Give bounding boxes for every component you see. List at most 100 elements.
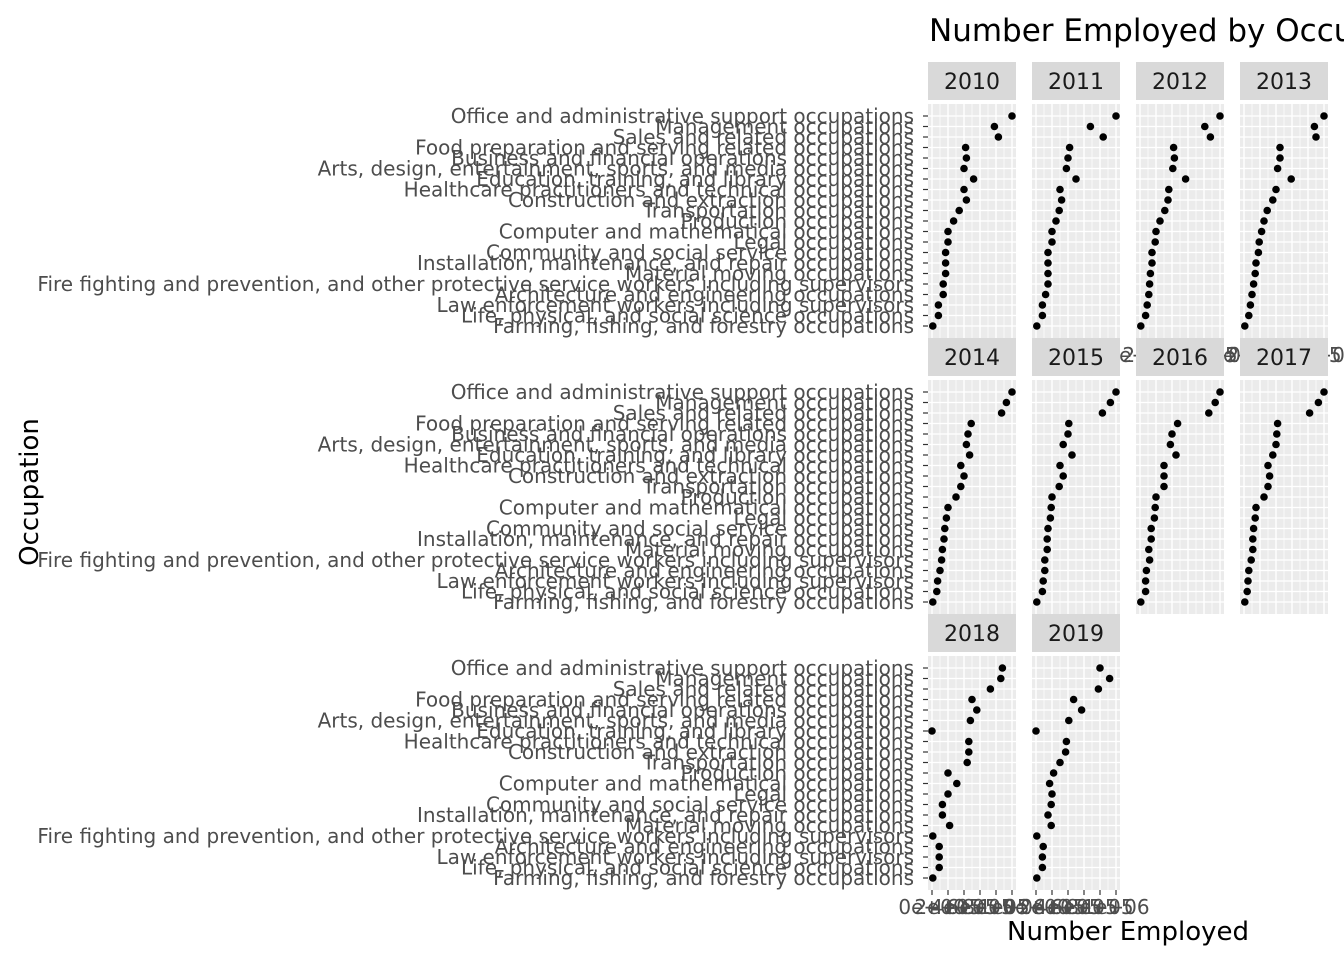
data-point	[1032, 727, 1040, 735]
y-tick-label: Computer and mathematical occupations	[499, 772, 914, 796]
facet-strip-label: 2016	[1152, 346, 1208, 371]
data-point	[1056, 758, 1064, 767]
data-point	[1059, 472, 1067, 480]
data-point	[960, 164, 968, 173]
y-tick-label: Material moving occupations	[625, 538, 914, 562]
y-tick-label: Farming, fishing, and forestry occupatio…	[493, 314, 914, 338]
data-point	[939, 280, 947, 288]
data-point	[1038, 301, 1047, 309]
data-point	[1047, 821, 1055, 830]
data-point	[1276, 143, 1284, 152]
data-point	[953, 779, 961, 788]
y-tick-label: Healthcare practitioners and technical o…	[404, 178, 914, 202]
data-point	[1038, 853, 1047, 861]
data-point	[1320, 388, 1328, 396]
y-tick-label: Fire fighting and prevention, and other …	[37, 824, 914, 848]
data-point	[965, 451, 974, 459]
data-point	[1059, 440, 1067, 449]
facet-strip-label: 2013	[1256, 70, 1312, 95]
data-point	[1312, 133, 1320, 141]
facet-panel-2015: 2015	[1032, 338, 1120, 614]
data-point	[1272, 185, 1280, 194]
y-axis-title: Occupation	[15, 418, 45, 566]
data-point	[1257, 227, 1266, 236]
data-point	[1038, 587, 1047, 596]
data-point	[1269, 196, 1277, 204]
data-point	[1141, 577, 1150, 585]
data-point	[940, 535, 948, 543]
y-tick-label: Fire fighting and prevention, and other …	[37, 272, 914, 296]
data-point	[1142, 566, 1151, 575]
y-tick-label: Installation, maintenance, and repair oc…	[417, 527, 914, 551]
data-point	[1147, 535, 1155, 543]
facet-strip-label: 2015	[1048, 346, 1104, 371]
data-point	[1077, 706, 1086, 714]
data-point	[1048, 493, 1056, 501]
data-point	[1173, 419, 1182, 428]
data-point	[960, 185, 968, 194]
facet-strip	[1032, 338, 1120, 376]
data-point	[1065, 716, 1073, 725]
data-point	[1170, 154, 1179, 162]
y-tick-label: Office and administrative support occupa…	[451, 104, 914, 128]
data-point	[1147, 524, 1155, 533]
chart-title: Number Employed by Occu	[929, 13, 1344, 49]
data-point	[1255, 238, 1263, 246]
y-tick-label: Business and financial operations occupa…	[451, 422, 914, 446]
x-tick-label: 4e+05	[1034, 895, 1101, 919]
y-tick-label: Life, physical, and social science occup…	[461, 580, 914, 604]
data-point	[1156, 217, 1164, 225]
data-point	[944, 790, 952, 798]
y-tick-label: Community and social service occupations	[486, 517, 914, 541]
data-point	[961, 143, 970, 152]
y-tick-label: Transportation occupations	[642, 475, 914, 499]
data-point	[965, 737, 973, 746]
data-point	[1065, 419, 1073, 428]
y-tick-label: Management occupations	[655, 115, 914, 139]
data-point	[1098, 409, 1107, 417]
data-point	[969, 175, 978, 183]
data-point	[1248, 290, 1256, 299]
x-tick-label: 6e+05	[946, 895, 1013, 919]
y-tick-label: Legal occupations	[733, 506, 914, 530]
data-point	[1168, 430, 1176, 438]
data-point	[1249, 280, 1258, 288]
y-tick-label: Management occupations	[655, 391, 914, 415]
data-point	[952, 493, 960, 501]
data-point	[1146, 269, 1155, 278]
data-point	[1172, 451, 1180, 459]
data-point	[1249, 535, 1257, 543]
data-point	[1056, 461, 1064, 470]
y-tick-label: Education, training, and library occupat…	[476, 167, 914, 191]
data-point	[1145, 290, 1153, 299]
data-point	[998, 664, 1007, 672]
data-point	[997, 674, 1005, 683]
y-tick-label: Education, training, and library occupat…	[476, 719, 914, 743]
data-point	[939, 290, 947, 299]
data-point	[973, 706, 981, 714]
y-tick-label: Production occupations	[681, 209, 914, 233]
data-point	[1064, 154, 1072, 162]
y-tick-label: Law enforcement workers including superv…	[436, 293, 914, 317]
data-point	[1201, 122, 1209, 131]
data-point	[1033, 874, 1041, 882]
data-point	[1181, 175, 1190, 183]
data-point	[1273, 419, 1282, 428]
x-tick-label: 2e+05	[914, 895, 981, 919]
data-point	[1244, 577, 1252, 585]
data-point	[941, 269, 950, 278]
data-point	[1039, 577, 1047, 585]
data-point	[1273, 430, 1281, 438]
data-point	[1145, 280, 1154, 288]
y-tick-label: Installation, maintenance, and repair oc…	[417, 803, 914, 827]
facet-strip	[928, 614, 1016, 652]
facet-panel-2017: 2017	[1240, 338, 1328, 614]
data-point	[1002, 398, 1011, 407]
x-tick-label: 2e+05	[1018, 895, 1085, 919]
y-tick-label: Arts, design, entertainment, sports, and…	[318, 157, 914, 181]
data-point	[962, 154, 971, 162]
data-point	[1254, 248, 1263, 257]
